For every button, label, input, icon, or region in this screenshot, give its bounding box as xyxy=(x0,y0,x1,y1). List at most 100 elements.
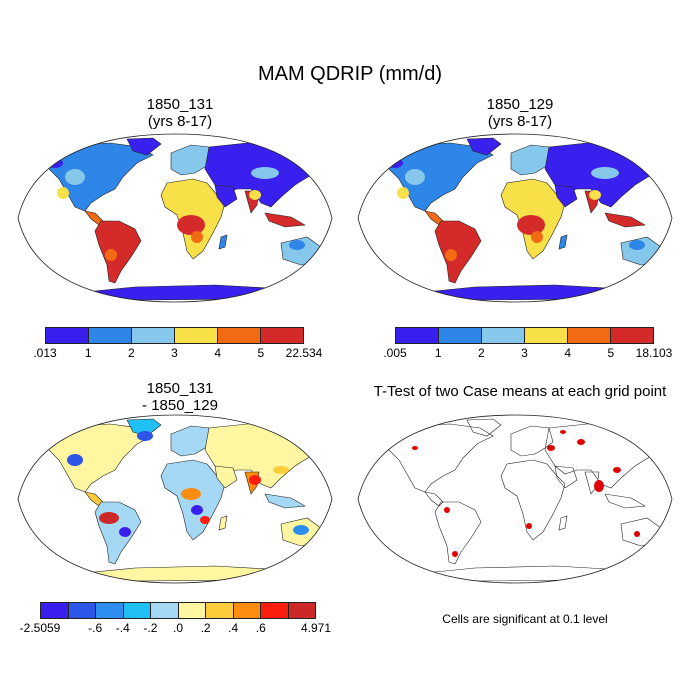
field-spot xyxy=(67,454,83,466)
land-gr xyxy=(466,418,502,437)
field-spot xyxy=(99,512,119,524)
field-spot xyxy=(560,430,566,434)
field-spot xyxy=(526,523,532,529)
cb1-tick-label: 22.534 xyxy=(285,346,323,360)
cb3-swatch-2 xyxy=(96,603,124,618)
field-spot xyxy=(397,187,409,199)
field-spot xyxy=(634,531,640,537)
land-na xyxy=(34,142,154,212)
cb1-tick-label: .013 xyxy=(33,346,57,360)
land-sea xyxy=(604,493,646,509)
land-sa xyxy=(434,220,482,284)
significance-note: Cells are significant at 0.1 level xyxy=(442,612,608,626)
field-spot xyxy=(412,446,418,450)
land-sea xyxy=(604,212,646,228)
land-mg xyxy=(218,234,228,250)
field-spot xyxy=(629,240,645,250)
cb3-swatch-9 xyxy=(288,603,315,618)
field-spot xyxy=(444,507,450,513)
panel-3-title: 1850_131 - 1850_129 xyxy=(142,380,218,414)
map-boundary xyxy=(357,133,673,303)
cb2-tick-label: .005 xyxy=(383,346,407,360)
cb3-swatch-0 xyxy=(41,603,69,618)
cb2-swatch-4 xyxy=(568,328,611,343)
land-sea xyxy=(264,212,306,228)
land-na xyxy=(34,423,154,493)
land-an xyxy=(404,565,656,582)
panel-4-title: T-Test of two Case means at each grid po… xyxy=(373,383,667,400)
field-spot xyxy=(273,466,289,474)
map-boundary xyxy=(17,133,333,303)
cb3-swatch-1 xyxy=(68,603,96,618)
field-spot xyxy=(191,231,203,243)
cb3-tick-label: -.4 xyxy=(115,621,130,635)
land-sa xyxy=(94,501,142,565)
field-spot xyxy=(177,215,205,235)
land-na xyxy=(374,423,494,493)
map-panel-4 xyxy=(357,414,673,584)
cb1-swatch-3 xyxy=(175,328,218,343)
land-eu xyxy=(510,425,554,457)
field-spot xyxy=(427,577,443,583)
land-ca xyxy=(424,491,444,507)
cb1-swatch-4 xyxy=(218,328,261,343)
land-ar xyxy=(214,184,238,208)
cb2-tick-label: 1 xyxy=(434,346,442,360)
land-an xyxy=(64,565,316,582)
cb2-swatch-3 xyxy=(525,328,568,343)
cb1-swatch-1 xyxy=(89,328,132,343)
land-ar xyxy=(554,184,578,208)
panel-2-title: 1850_129 (yrs 8-17) xyxy=(486,96,554,130)
cb2-tick-label: 4 xyxy=(564,346,571,360)
land-gr xyxy=(466,137,502,156)
field-spot xyxy=(251,167,279,179)
land-mg xyxy=(218,515,228,531)
field-spot xyxy=(445,249,457,261)
cb2-swatch-2 xyxy=(482,328,525,343)
cb2-tick-label: 5 xyxy=(607,346,615,360)
land-gr xyxy=(126,137,162,156)
cb2-swatch-0 xyxy=(396,328,439,343)
cb3-tick-label: .2 xyxy=(200,621,211,635)
land-sa xyxy=(434,501,482,565)
field-spot xyxy=(579,576,603,583)
land-gr xyxy=(126,418,162,437)
cb3-tick-label: -.6 xyxy=(88,621,103,635)
cb2-tick-label: 18.103 xyxy=(635,346,673,360)
field-spot xyxy=(191,505,203,515)
cb1-tick-label: 2 xyxy=(127,346,135,360)
field-spot xyxy=(119,527,131,537)
field-spot xyxy=(515,194,535,204)
map-panel-3 xyxy=(17,414,333,584)
land-eu xyxy=(170,425,214,457)
cb2-swatch-1 xyxy=(439,328,482,343)
land-af xyxy=(160,459,226,541)
cb3-swatch-3 xyxy=(123,603,151,618)
land-sa xyxy=(94,220,142,284)
field-spot xyxy=(137,431,153,441)
land-sea xyxy=(264,493,306,509)
colorbar-panel-3 xyxy=(40,602,316,619)
cb3-tick-label: .6 xyxy=(255,621,266,635)
cb1-tick-label: 4 xyxy=(214,346,221,360)
figure-title: MAM QDRIP (mm/d) xyxy=(257,63,443,85)
field-spot xyxy=(289,240,305,250)
cb1-tick-label: 5 xyxy=(257,346,265,360)
cb3-swatch-4 xyxy=(151,603,179,618)
cb3-tick-label: -2.5059 xyxy=(19,621,61,635)
field-spot xyxy=(443,231,467,251)
land-eu xyxy=(510,144,554,176)
cb3-swatch-8 xyxy=(261,603,289,618)
land-an xyxy=(404,284,656,301)
field-spot xyxy=(452,551,458,557)
field-spot xyxy=(249,475,261,485)
cb3-swatch-6 xyxy=(206,603,234,618)
cb1-tick-label: 1 xyxy=(84,346,92,360)
land-mg xyxy=(558,515,568,531)
cb3-tick-label: .4 xyxy=(228,621,239,635)
field-spot xyxy=(219,438,251,450)
cb1-tick-label: 3 xyxy=(171,346,178,360)
field-spot xyxy=(594,480,604,492)
field-spot xyxy=(105,249,117,261)
field-spot xyxy=(57,187,69,199)
